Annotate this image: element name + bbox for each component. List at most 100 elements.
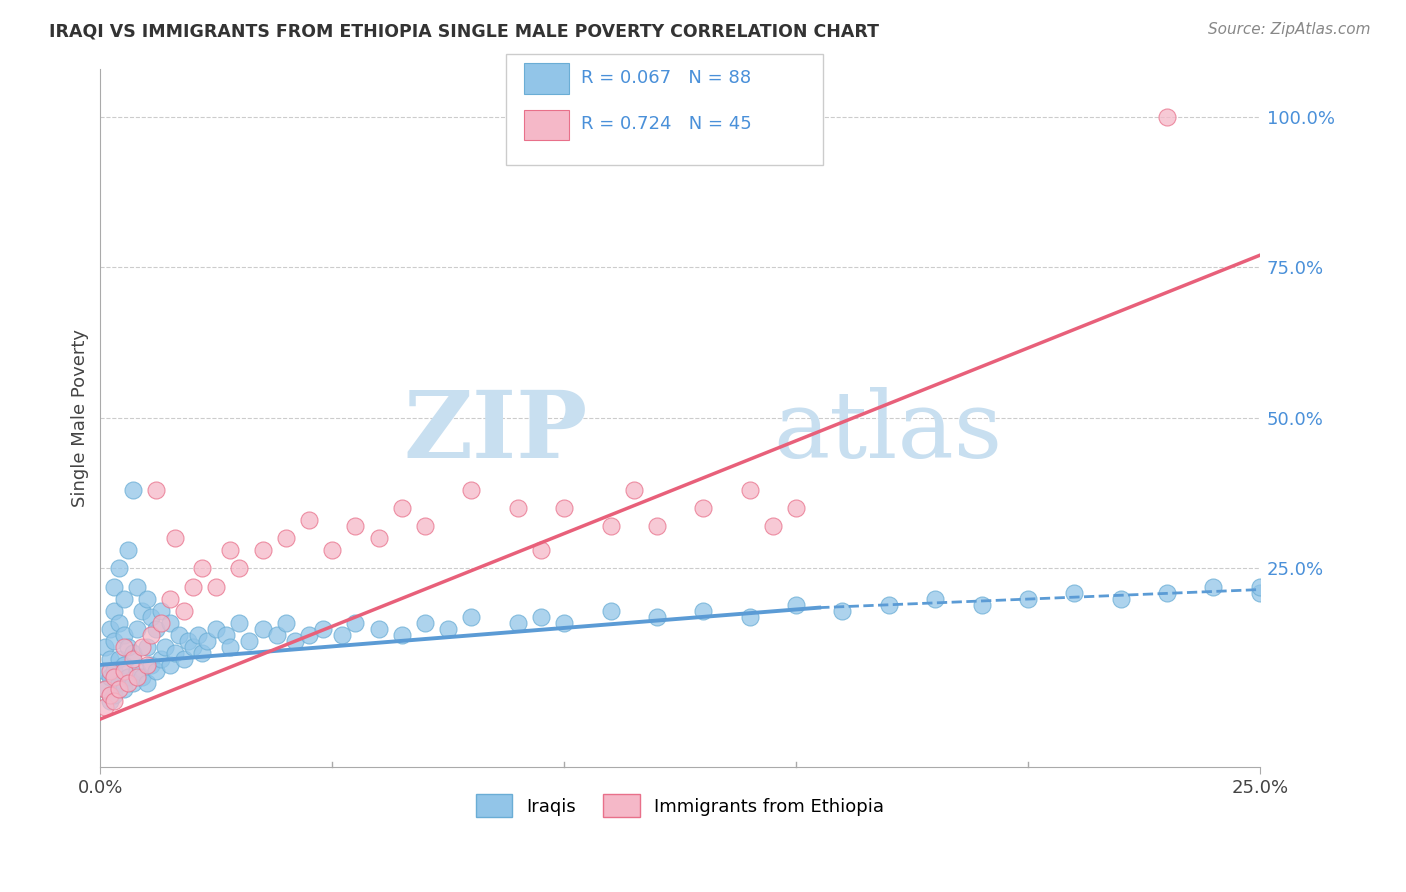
Text: IRAQI VS IMMIGRANTS FROM ETHIOPIA SINGLE MALE POVERTY CORRELATION CHART: IRAQI VS IMMIGRANTS FROM ETHIOPIA SINGLE… [49, 22, 879, 40]
Point [219, 640, 242, 654]
Point [141, 609, 163, 624]
Point [530, 543, 553, 558]
Point [135, 676, 157, 690]
Point [163, 646, 186, 660]
Point [831, 604, 853, 618]
Point [108, 561, 131, 575]
Point [108, 615, 131, 630]
Point [149, 615, 172, 630]
Point [738, 483, 761, 498]
Point [437, 622, 460, 636]
Point [121, 652, 143, 666]
Point [98, 652, 121, 666]
Point [127, 622, 149, 636]
Point [298, 628, 321, 642]
Point [181, 580, 204, 594]
Point [1017, 591, 1039, 606]
Point [94, 681, 117, 696]
Point [1202, 580, 1225, 594]
Point [121, 646, 143, 660]
Point [155, 640, 177, 654]
Point [112, 628, 135, 642]
Point [98, 664, 121, 678]
Point [738, 609, 761, 624]
Point [553, 615, 575, 630]
Point [127, 670, 149, 684]
Point [131, 670, 153, 684]
Point [599, 604, 621, 618]
Point [330, 628, 353, 642]
Point [121, 483, 143, 498]
Point [274, 615, 297, 630]
Text: R = 0.724   N = 45: R = 0.724 N = 45 [581, 115, 751, 133]
Point [94, 681, 117, 696]
Point [112, 591, 135, 606]
Point [191, 646, 214, 660]
Point [98, 670, 121, 684]
Point [1109, 591, 1132, 606]
Point [117, 640, 139, 654]
Point [159, 657, 181, 672]
Point [145, 483, 167, 498]
Point [460, 483, 482, 498]
Point [112, 681, 135, 696]
Text: atlas: atlas [773, 387, 1002, 477]
Point [228, 561, 250, 575]
Point [413, 519, 436, 533]
Point [219, 543, 242, 558]
Point [785, 598, 807, 612]
Point [112, 657, 135, 672]
Point [1249, 585, 1271, 599]
Point [214, 628, 236, 642]
Point [103, 694, 125, 708]
Point [117, 543, 139, 558]
Point [1249, 580, 1271, 594]
Point [135, 657, 157, 672]
Point [785, 501, 807, 516]
Point [94, 664, 117, 678]
Point [506, 615, 529, 630]
Point [252, 543, 274, 558]
Point [159, 591, 181, 606]
Point [149, 652, 172, 666]
Point [599, 519, 621, 533]
Point [163, 532, 186, 546]
Point [173, 604, 195, 618]
Point [135, 591, 157, 606]
Point [344, 519, 367, 533]
Point [692, 604, 714, 618]
Point [127, 580, 149, 594]
Point [117, 670, 139, 684]
Point [98, 622, 121, 636]
Point [98, 688, 121, 702]
Point [103, 604, 125, 618]
Point [173, 652, 195, 666]
Point [112, 664, 135, 678]
Point [112, 640, 135, 654]
Point [135, 640, 157, 654]
Point [530, 609, 553, 624]
Point [284, 633, 307, 648]
Point [252, 622, 274, 636]
Point [103, 664, 125, 678]
Point [141, 657, 163, 672]
Point [205, 622, 228, 636]
Point [121, 676, 143, 690]
Point [924, 591, 946, 606]
Point [238, 633, 260, 648]
Legend: Iraqis, Immigrants from Ethiopia: Iraqis, Immigrants from Ethiopia [468, 787, 891, 824]
Point [877, 598, 900, 612]
Point [103, 580, 125, 594]
Point [181, 640, 204, 654]
Point [141, 628, 163, 642]
Point [108, 652, 131, 666]
Point [460, 609, 482, 624]
Point [1063, 585, 1085, 599]
Point [344, 615, 367, 630]
Point [391, 628, 413, 642]
Point [108, 681, 131, 696]
Point [145, 622, 167, 636]
Point [553, 501, 575, 516]
Point [187, 628, 209, 642]
Point [312, 622, 335, 636]
